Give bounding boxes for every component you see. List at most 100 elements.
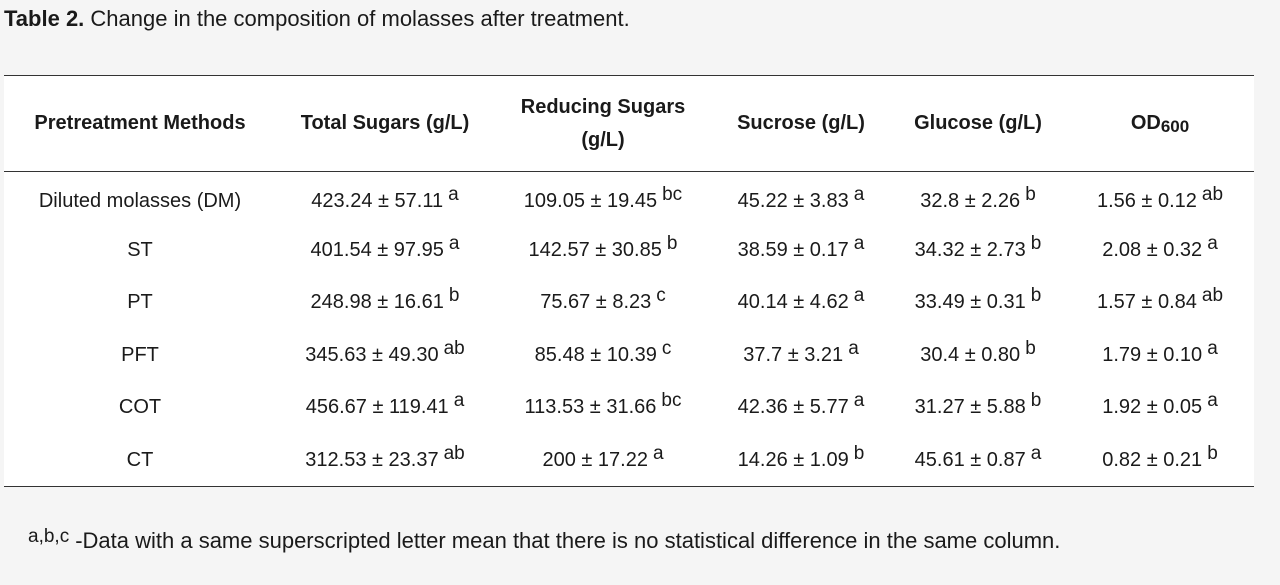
cell-superscript: ab [1201,285,1224,307]
value-cell: 34.32 ± 2.73 b [890,224,1066,277]
value-cell: 1.56 ± 0.12 ab [1066,172,1254,225]
value-cell: 45.61 ± 0.87 a [890,434,1066,487]
cell-superscript: b [1030,285,1042,307]
cell-value: 456.67 ± 119.41 [305,396,449,419]
data-table-container: Pretreatment Methods Total Sugars (g/L) Re… [4,75,1254,487]
value-cell: 200 ± 17.22 a [494,434,712,487]
cell-value: 312.53 ± 23.37 [305,448,439,471]
value-cell: 1.57 ± 0.84 ab [1066,277,1254,330]
table-row: Diluted molasses (DM) 423.24 ± 57.11 a 109.… [4,172,1254,225]
value-cell: 113.53 ± 31.66 bc [494,382,712,435]
value-cell: 42.36 ± 5.77 a [712,382,890,435]
method-cell: CT [4,434,276,487]
cell-superscript: a [453,390,465,412]
table-row: COT 456.67 ± 119.41 a 113.53 ± 31.66 bc 42.36… [4,382,1254,435]
cell-value: 14.26 ± 1.09 [737,448,849,471]
footnote-superscript: a,b,c [28,526,70,547]
table-row: PT 248.98 ± 16.61 b 75.67 ± 8.23 c 40.14 ± 4.… [4,277,1254,330]
column-header: Sucrose (g/L) [712,75,890,172]
cell-value: 45.61 ± 0.87 [914,448,1026,471]
cell-value: 401.54 ± 97.95 [310,238,444,261]
value-cell: 14.26 ± 1.09 b [712,434,890,487]
cell-superscript: a [848,337,859,359]
column-header: Pretreatment Methods [4,75,276,172]
column-header: Reducing Sugars (g/L) [494,75,712,172]
column-header-label: Total Sugars (g/L) [300,112,470,134]
column-header: Total Sugars (g/L) [276,75,494,172]
cell-value: 142.57 ± 30.85 [528,238,662,261]
cell-superscript: bc [662,183,683,205]
cell-value: 37.7 ± 3.21 [743,343,844,366]
cell-superscript: a [1030,442,1042,464]
table-row: PFT 345.63 ± 49.30 ab 85.48 ± 10.39 c 37.7 ± … [4,329,1254,382]
cell-superscript: a [853,285,865,307]
value-cell: 109.05 ± 19.45 bc [494,172,712,225]
cell-superscript: a [1207,232,1218,254]
cell-value: 248.98 ± 16.61 [310,291,444,314]
cell-superscript: b [1030,390,1042,412]
cell-value: 345.63 ± 49.30 [305,343,439,366]
cell-superscript: b [448,285,460,307]
value-cell: 33.49 ± 0.31 b [890,277,1066,330]
column-header-label: Pretreatment Methods [34,112,246,134]
cell-superscript: bc [661,390,682,412]
cell-superscript: b [1207,442,1218,464]
table-caption: Table 2. Change in the composition of mo… [4,5,630,33]
cell-value: 30.4 ± 0.80 [920,343,1021,366]
value-cell: 456.67 ± 119.41 a [276,382,494,435]
cell-superscript: a [652,442,664,464]
cell-value: 109.05 ± 19.45 [523,189,658,212]
cell-superscript: a [1207,337,1218,359]
column-header-subscript: 600 [1160,117,1190,136]
column-header-label: Sucrose (g/L) [737,112,865,134]
value-cell: 37.7 ± 3.21 a [712,329,890,382]
cell-superscript: c [656,285,666,307]
value-cell: 248.98 ± 16.61 b [276,277,494,330]
value-cell: 142.57 ± 30.85 b [494,224,712,277]
cell-value: 0.82 ± 0.21 [1102,448,1203,471]
value-cell: 85.48 ± 10.39 c [494,329,712,382]
value-cell: 1.79 ± 0.10 a [1066,329,1254,382]
cell-superscript: b [1025,337,1036,359]
cell-value: 2.08 ± 0.32 [1102,238,1203,261]
cell-value: 200 ± 17.22 [542,448,648,471]
cell-superscript: ab [443,337,465,359]
cell-value: 1.56 ± 0.12 [1096,189,1197,212]
caption-label: Table 2. [4,6,85,31]
method-cell: ST [127,238,153,261]
value-cell: 0.82 ± 0.21 b [1066,434,1254,487]
cell-superscript: c [661,337,672,359]
table-footnote: a,b,c -Data with a same superscripted let… [28,526,1060,554]
cell-value: 85.48 ± 10.39 [534,343,657,366]
table-row: ST 401.54 ± 97.95 a 142.57 ± 30.85 b 38.59 ± … [4,224,1254,277]
cell-value: 34.32 ± 2.73 [914,238,1026,261]
cell-value: 113.53 ± 31.66 [524,396,657,419]
table-row: CT 312.53 ± 23.37 ab 200 ± 17.22 a 14.26 ± 1.… [4,434,1254,487]
cell-value: 45.22 ± 3.83 [737,189,849,212]
table-header: Pretreatment Methods Total Sugars (g/L) Re… [4,75,1254,172]
method-cell: Diluted molasses (DM) [38,189,242,212]
cell-superscript: b [853,442,865,464]
cell-value: 40.14 ± 4.62 [737,291,849,314]
method-cell: PT [127,291,153,314]
cell-value: 1.57 ± 0.84 [1096,291,1197,314]
cell-superscript: ab [1201,183,1224,205]
cell-value: 33.49 ± 0.31 [914,291,1026,314]
cell-value: 38.59 ± 0.17 [737,238,849,261]
value-cell: 1.92 ± 0.05 a [1066,382,1254,435]
value-cell: 40.14 ± 4.62 a [712,277,890,330]
column-header-label: OD [1130,112,1161,134]
composition-table: Pretreatment Methods Total Sugars (g/L) Re… [4,75,1254,487]
value-cell: 2.08 ± 0.32 a [1066,224,1254,277]
column-header: Glucose (g/L) [890,75,1066,172]
method-cell: COT [118,396,162,419]
cell-superscript: a [853,390,865,412]
cell-superscript: a [853,232,865,254]
caption-text: Change in the composition of molasses af… [90,6,630,31]
table-body: Diluted molasses (DM) 423.24 ± 57.11 a 109.… [4,172,1254,487]
cell-superscript: a [853,183,865,205]
value-cell: 38.59 ± 0.17 a [712,224,890,277]
cell-superscript: a [448,232,460,254]
cell-value: 423.24 ± 57.11 [311,189,444,212]
value-cell: 30.4 ± 0.80 b [890,329,1066,382]
